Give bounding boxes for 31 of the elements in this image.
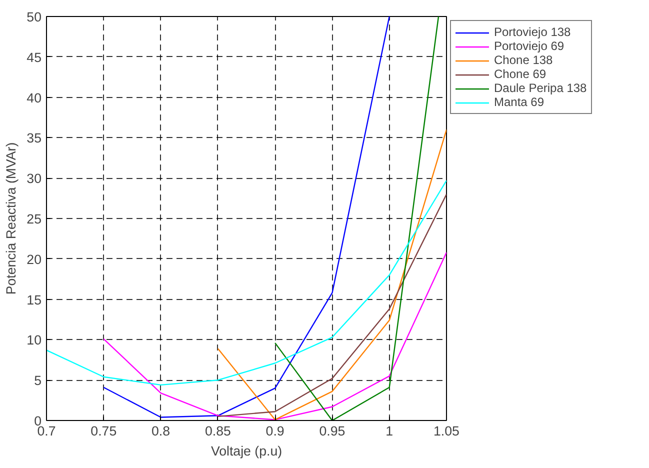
legend-label: Portoviejo 69 bbox=[494, 39, 564, 53]
line-series bbox=[274, 16, 440, 420]
legend-label: Daule Peripa 138 bbox=[494, 81, 587, 95]
y-tick-label: 45 bbox=[26, 50, 42, 65]
y-tick-label: 25 bbox=[26, 212, 42, 226]
x-tick-label: 1 bbox=[386, 424, 394, 438]
x-axis-title: Voltaje (p.u) bbox=[210, 444, 282, 458]
y-tick-label: 40 bbox=[26, 90, 42, 106]
y-axis-title: Potencia Reactiva (MVAr) bbox=[4, 142, 19, 295]
x-tick-label: 0.95 bbox=[319, 424, 346, 438]
x-tick-label: 0.75 bbox=[90, 424, 117, 438]
y-tick-label: 20 bbox=[26, 252, 42, 267]
x-tick-label: 0.85 bbox=[204, 424, 231, 438]
x-tick-label: 0.9 bbox=[266, 424, 284, 438]
line-series bbox=[103, 16, 390, 418]
line-series bbox=[217, 129, 446, 420]
y-tick-label: 30 bbox=[26, 171, 42, 186]
y-tick-label: 15 bbox=[26, 292, 42, 308]
line-series bbox=[217, 194, 446, 418]
x-tick-label: 1.05 bbox=[434, 424, 460, 438]
legend-label: Chone 138 bbox=[494, 53, 553, 67]
y-tick-label: 35 bbox=[26, 130, 42, 146]
y-tick-label: 10 bbox=[26, 332, 42, 348]
line-series bbox=[103, 252, 446, 420]
y-tick-label: 5 bbox=[34, 373, 42, 388]
y-tick-label: 50 bbox=[26, 10, 42, 24]
legend-label: Portoviejo 138 bbox=[494, 25, 571, 39]
x-tick-label: 0.8 bbox=[152, 424, 170, 438]
line-series bbox=[46, 180, 446, 386]
legend-label: Chone 69 bbox=[494, 67, 546, 81]
legend-label: Manta 69 bbox=[494, 95, 544, 109]
